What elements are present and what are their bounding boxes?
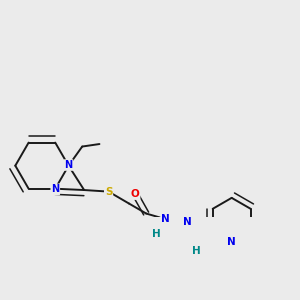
Text: N: N [51,184,59,194]
Text: N: N [161,214,170,224]
Text: O: O [131,189,140,199]
Text: N: N [64,160,73,170]
Text: S: S [105,187,112,196]
Text: N: N [227,237,236,247]
Text: H: H [152,229,161,239]
Text: H: H [192,246,201,256]
Text: N: N [182,217,191,227]
